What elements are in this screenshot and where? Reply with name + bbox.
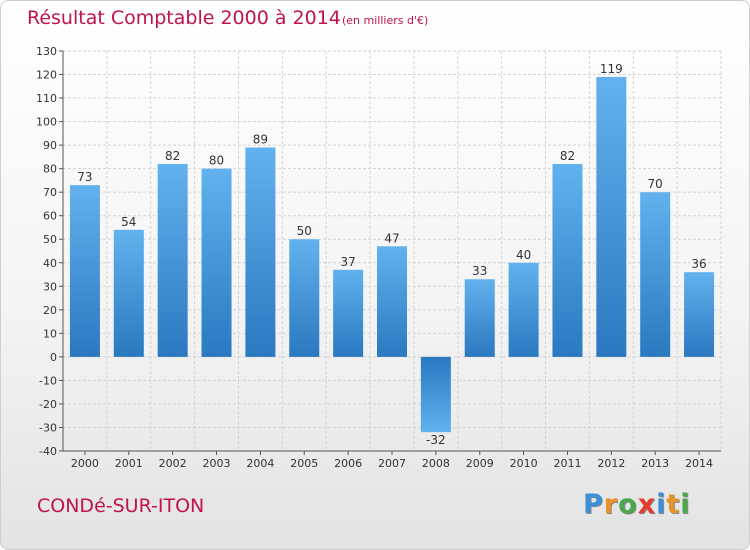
- y-tick-label: 50: [43, 233, 57, 246]
- y-tick-label: 20: [43, 304, 57, 317]
- x-tick-label-2011: 2011: [553, 457, 581, 470]
- bar-2005: [289, 239, 320, 357]
- y-tick-label: 80: [43, 163, 57, 176]
- bar-2010: [508, 262, 539, 357]
- logo-letter: i: [656, 489, 667, 520]
- y-tick-label: 100: [36, 116, 57, 129]
- bar-2013: [640, 192, 671, 357]
- bar-2014: [684, 272, 715, 357]
- logo-letter: t: [666, 489, 681, 520]
- y-tick-label: 70: [43, 186, 57, 199]
- data-label-2007: 47: [384, 231, 399, 245]
- data-label-2008: -32: [426, 433, 446, 447]
- bar-2006: [333, 269, 364, 357]
- bar-2003: [201, 168, 232, 357]
- data-label-2011: 82: [560, 149, 575, 163]
- y-tick-label: -40: [39, 445, 57, 458]
- y-tick-label: 110: [36, 92, 57, 105]
- bar-2012: [596, 76, 627, 357]
- y-tick-label: 10: [43, 327, 57, 340]
- x-tick-label-2009: 2009: [466, 457, 494, 470]
- x-tick-label-2000: 2000: [71, 457, 99, 470]
- data-labels: 73 54 82 80 89 50 37 47 -32 33 40 82 119 70 36: [77, 62, 706, 447]
- chart-title: Résultat Comptable 2000 à 2014: [27, 7, 341, 29]
- logo-letter: i: [680, 489, 691, 520]
- y-tick-label: -30: [39, 421, 57, 434]
- y-tick-label: 40: [43, 257, 57, 270]
- logo-letter: x: [637, 489, 657, 520]
- x-tick-label-2001: 2001: [115, 457, 143, 470]
- data-label-2006: 37: [340, 255, 355, 269]
- bar-2004: [245, 147, 276, 357]
- x-tick-label-2013: 2013: [641, 457, 669, 470]
- data-label-2014: 36: [691, 257, 706, 271]
- bar-2011: [552, 163, 583, 357]
- y-tick-label: -20: [39, 398, 57, 411]
- data-label-2009: 33: [472, 264, 487, 278]
- x-tick-label-2005: 2005: [290, 457, 318, 470]
- x-tick-label-2008: 2008: [422, 457, 450, 470]
- data-label-2005: 50: [297, 224, 312, 238]
- bar-2001: [113, 229, 144, 357]
- bar-2007: [377, 246, 407, 357]
- bar-2000: [69, 185, 100, 357]
- y-tick-label: 120: [36, 69, 57, 82]
- x-tick-label-2002: 2002: [159, 457, 187, 470]
- x-tick-label-2006: 2006: [334, 457, 362, 470]
- x-tick-label-2007: 2007: [378, 457, 406, 470]
- bar-2008: [420, 356, 451, 433]
- data-label-2010: 40: [516, 248, 531, 262]
- logo-letter: P: [583, 489, 604, 520]
- data-label-2001: 54: [121, 215, 136, 229]
- x-tick-label-2003: 2003: [203, 457, 231, 470]
- x-tick-label-2012: 2012: [597, 457, 625, 470]
- bar-2009: [464, 279, 495, 357]
- commune-name: CONDé-SUR-ITON: [37, 495, 205, 517]
- y-tick-label: -10: [39, 374, 57, 387]
- data-label-2012: 119: [600, 62, 623, 76]
- axes: -40 -30 -20 -10 0 10 20 30 40 50 60 70 80 90 100 110 120…: [36, 45, 721, 470]
- y-tick-label: 0: [50, 351, 57, 364]
- y-tick-label: 130: [36, 45, 57, 58]
- logo-letter: o: [618, 489, 638, 520]
- x-tick-label-2014: 2014: [685, 457, 713, 470]
- x-tick-label-2004: 2004: [246, 457, 274, 470]
- y-tick-label: 90: [43, 139, 57, 152]
- data-label-2003: 80: [209, 154, 224, 168]
- grid: [62, 50, 722, 452]
- data-label-2002: 82: [165, 149, 180, 163]
- y-tick-label: 30: [43, 280, 57, 293]
- y-tick-label: 60: [43, 210, 57, 223]
- chart-subtitle: (en milliers d'€): [342, 14, 429, 27]
- data-label-2013: 70: [648, 177, 663, 191]
- bar-2002: [157, 163, 188, 357]
- x-tick-label-2010: 2010: [510, 457, 538, 470]
- bars: [69, 76, 715, 433]
- proxiti-logo: Proxiti: [583, 489, 691, 520]
- logo-letter: r: [603, 489, 619, 520]
- data-label-2000: 73: [77, 170, 92, 184]
- data-label-2004: 89: [253, 132, 268, 146]
